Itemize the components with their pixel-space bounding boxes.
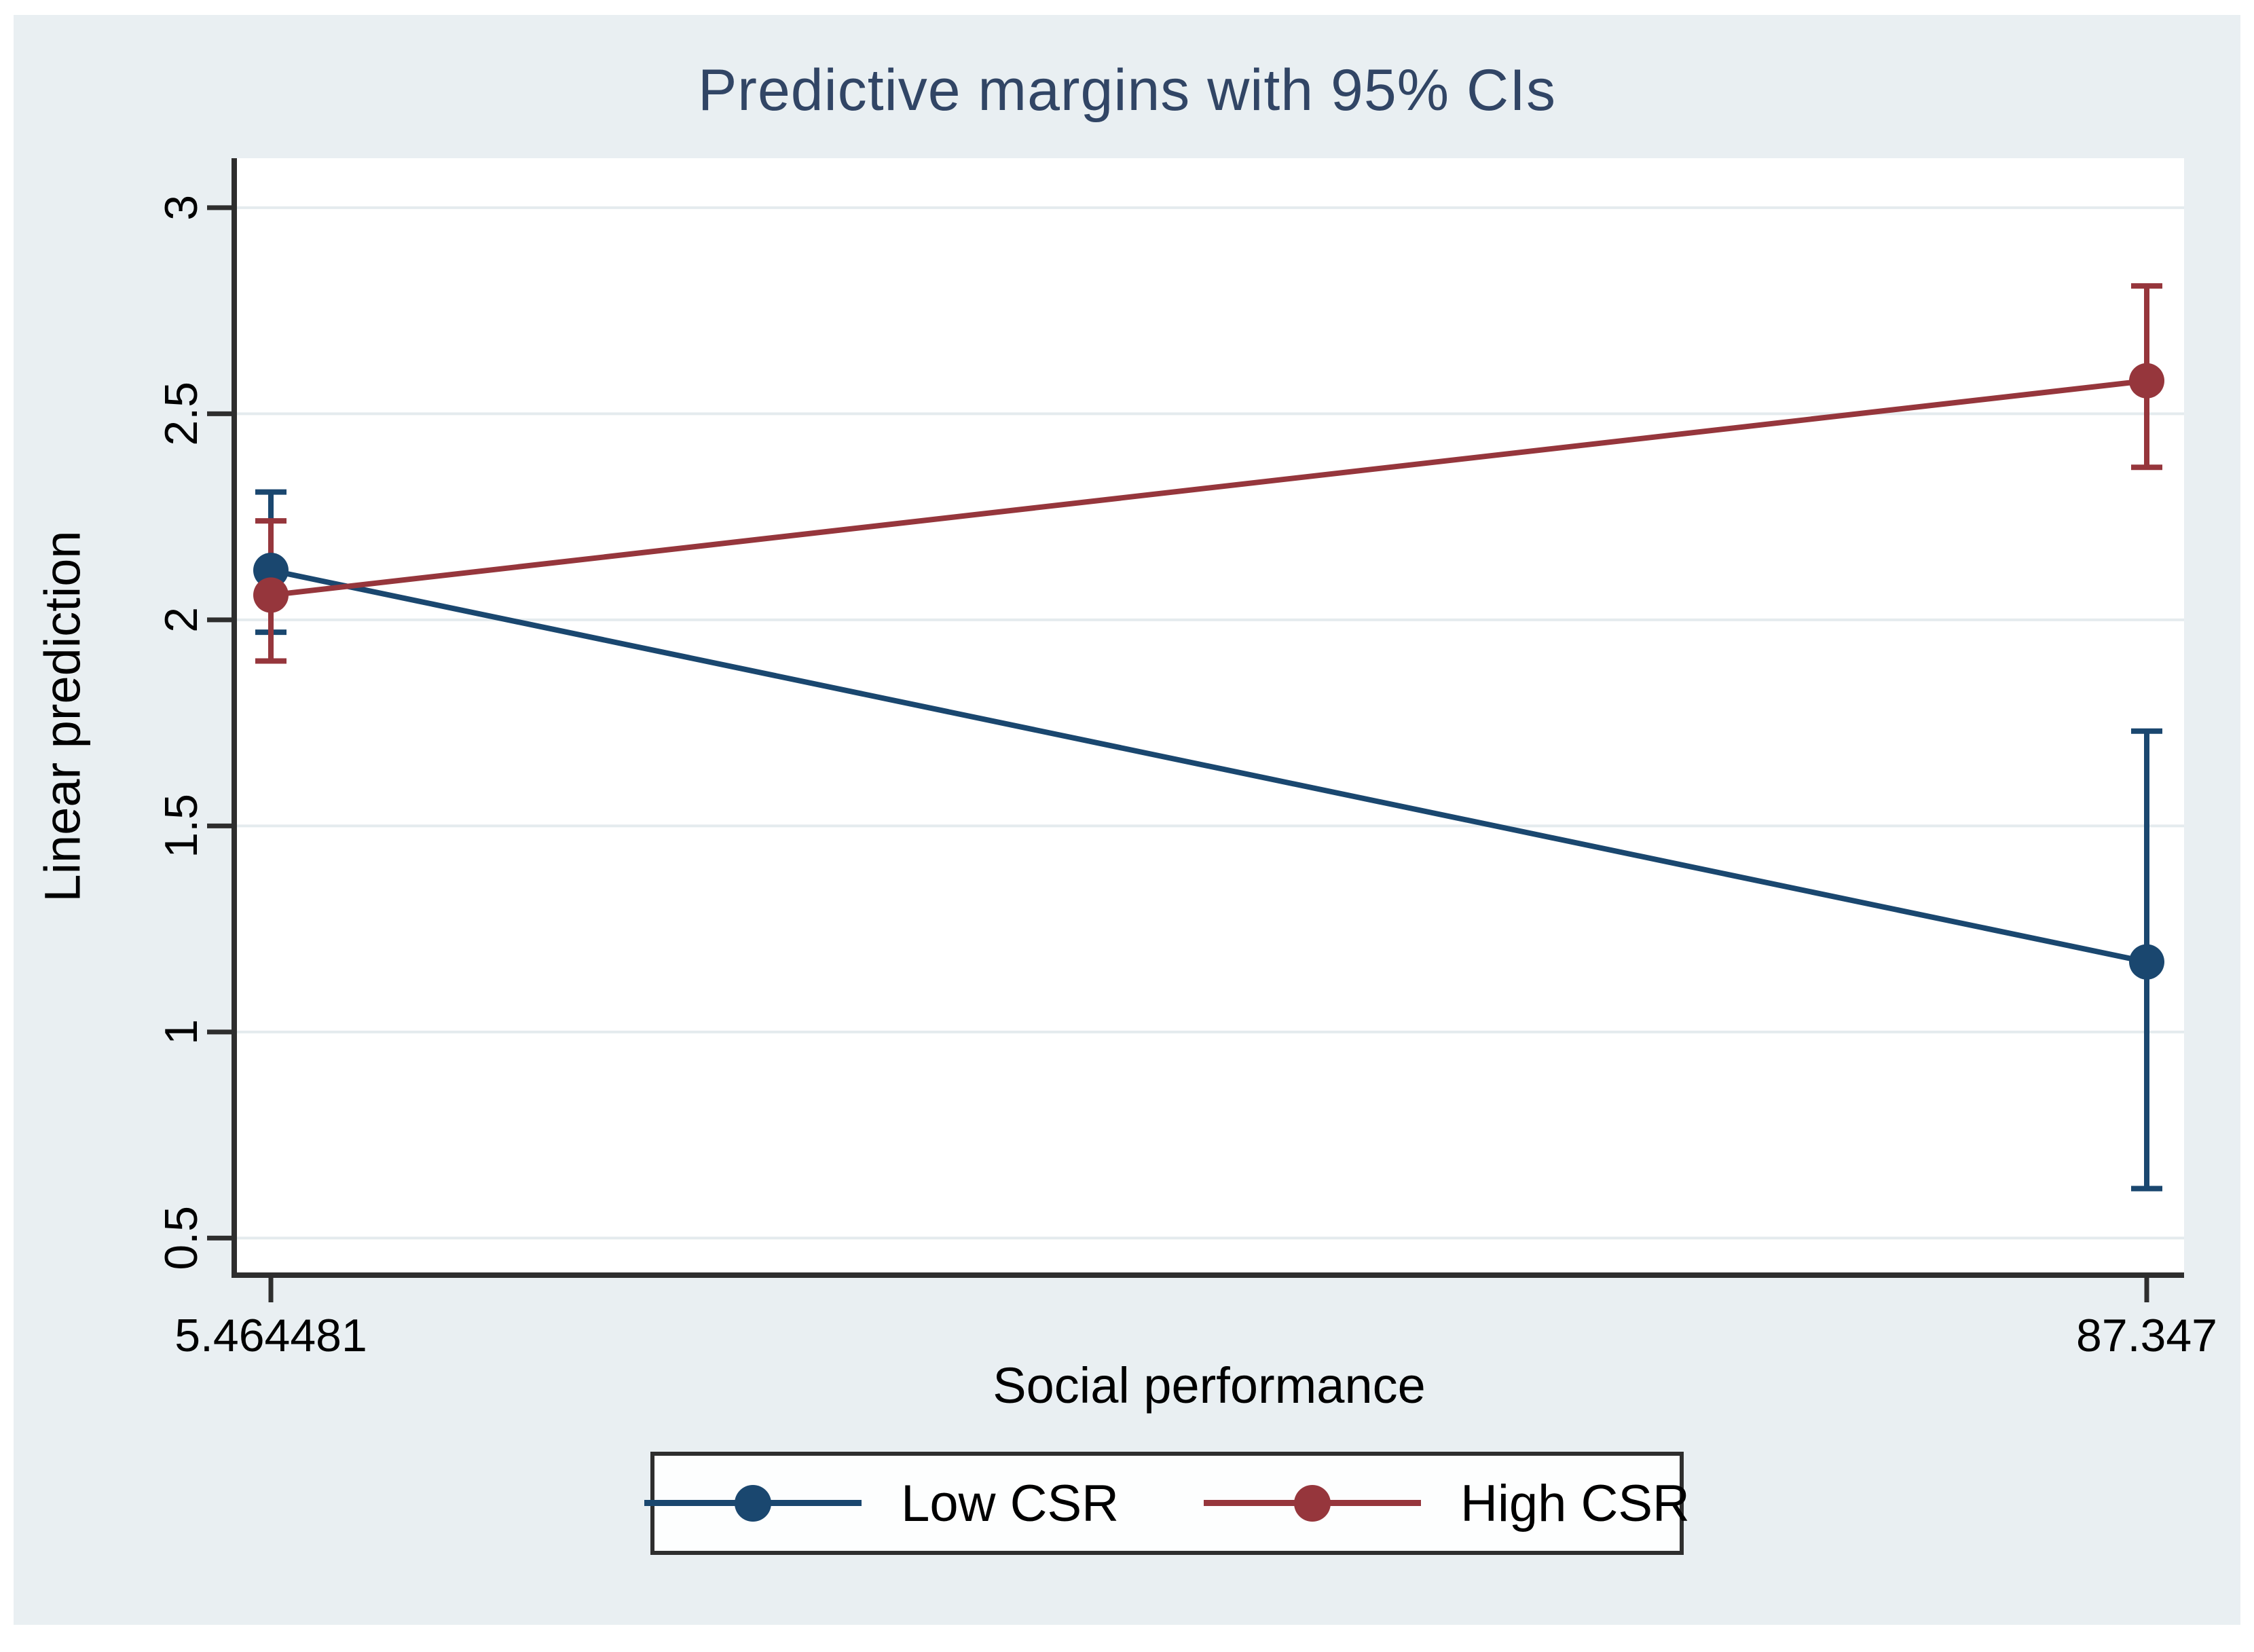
- y-tick-label: 2: [155, 607, 207, 633]
- high-csr-line-marker-icon: [1204, 1473, 1422, 1534]
- low-csr-legend-dot-icon: [735, 1485, 772, 1522]
- legend: Low CSR High CSR: [644, 1452, 1690, 1555]
- y-axis-title: Linear prediction: [34, 530, 91, 902]
- legend-label-high-csr: High CSR: [1460, 1474, 1690, 1532]
- legend-item-low-csr: Low CSR: [644, 1473, 1119, 1534]
- y-tick-label: 2.5: [155, 382, 207, 446]
- y-tick-label: 0.5: [155, 1206, 207, 1270]
- low-csr-line-marker-icon: [644, 1473, 862, 1534]
- y-tick-label: 1.5: [155, 794, 207, 858]
- high-csr-legend-dot-icon: [1294, 1485, 1331, 1522]
- y-tick-label: 1: [155, 1019, 207, 1045]
- x-tick-label: 87.347: [2076, 1310, 2217, 1361]
- legend-label-low-csr: Low CSR: [901, 1474, 1120, 1532]
- y-tick-label: 3: [155, 195, 207, 221]
- chart-title: Predictive margins with 95% CIs: [697, 58, 1557, 123]
- x-axis-title: Social performance: [993, 1357, 1426, 1414]
- legend-item-high-csr: High CSR: [1204, 1473, 1690, 1534]
- x-tick-label: 5.464481: [174, 1310, 367, 1361]
